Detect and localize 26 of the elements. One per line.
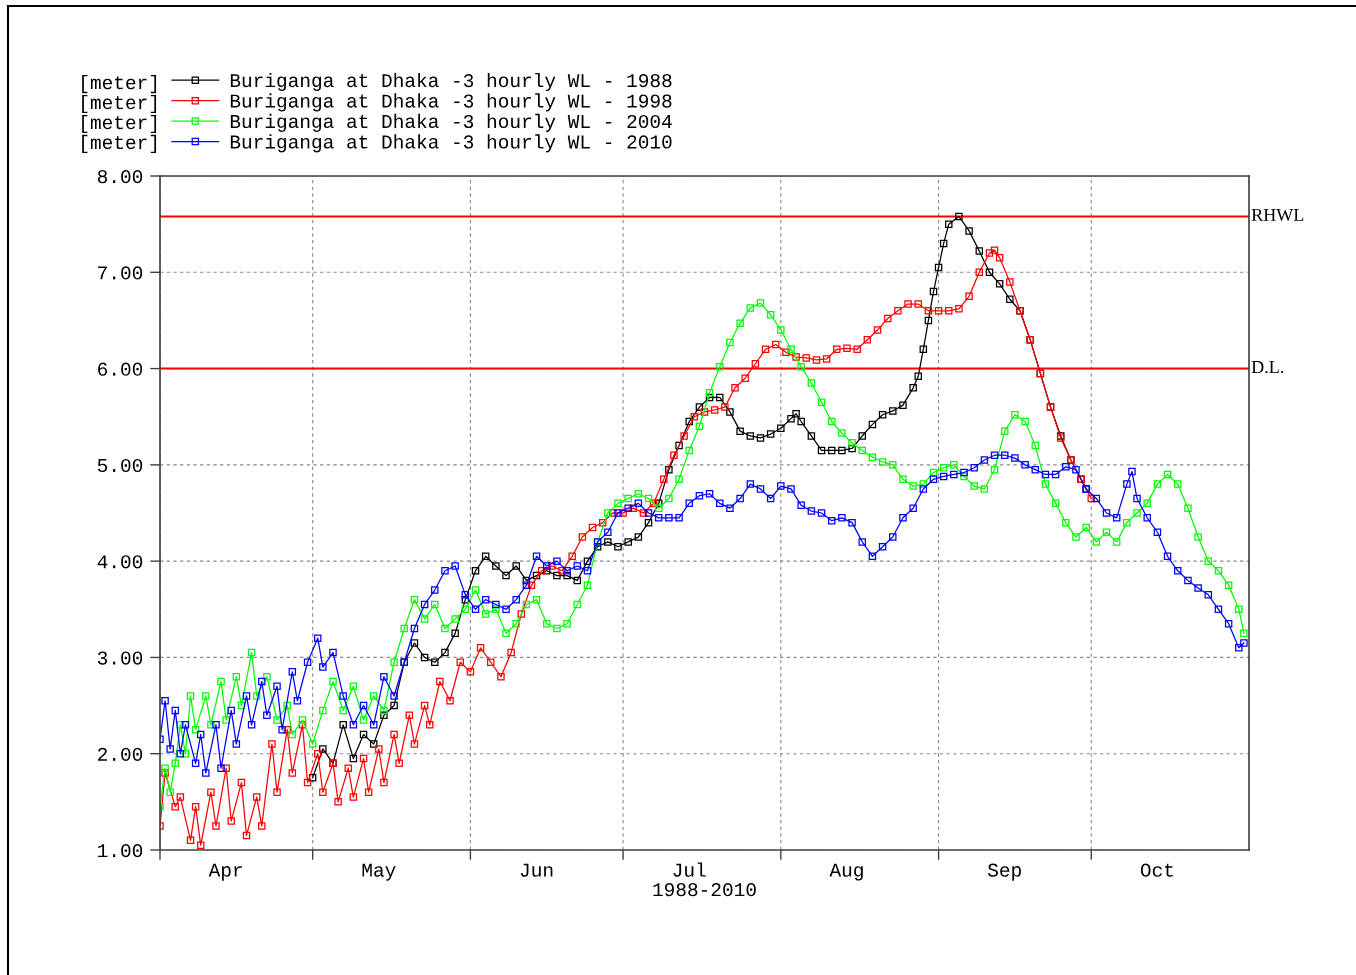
text: [meter] — [82, 75, 157, 94]
x-tick-label: May — [362, 863, 396, 881]
y-axis-title: [meter] — [82, 134, 157, 153]
ref-line-label: RHWL — [1251, 208, 1304, 222]
x-tick-label: Jun — [520, 863, 553, 877]
y-tick-label: 4.00 — [97, 555, 143, 569]
text: [meter] — [82, 114, 157, 134]
y-tick-label: 8.00 — [97, 170, 143, 184]
x-tick-label: Apr — [208, 863, 242, 881]
legend-label: Buriganga at Dhaka -3 hourly WL - 1988 — [230, 72, 672, 92]
legend-label: Buriganga at Dhaka -3 hourly WL - 2010 — [230, 134, 672, 153]
legend-label: Buriganga at Dhaka -3 hourly WL - 2004 — [230, 113, 672, 132]
y-tick-label: 7.00 — [98, 266, 143, 280]
legend-label: Buriganga at Dhaka -3 hourly WL - 1998 — [230, 93, 672, 112]
x-axis-title: 1988-2010 — [653, 883, 756, 897]
y-tick-label: 6.00 — [98, 362, 143, 376]
text: [meter] — [82, 94, 157, 114]
x-tick-label: Jul — [673, 862, 706, 877]
x-tick-label: Sep — [987, 863, 1021, 881]
y-tick-label: 5.00 — [97, 458, 143, 473]
x-tick-label: Aug — [829, 863, 863, 881]
y-tick-label: 2.00 — [98, 747, 143, 761]
ref-line-label: D.L. — [1251, 361, 1284, 374]
y-tick-label: 3.00 — [97, 651, 143, 665]
y-tick-label: 1.00 — [98, 844, 143, 858]
x-tick-label: Oct — [1140, 863, 1173, 877]
